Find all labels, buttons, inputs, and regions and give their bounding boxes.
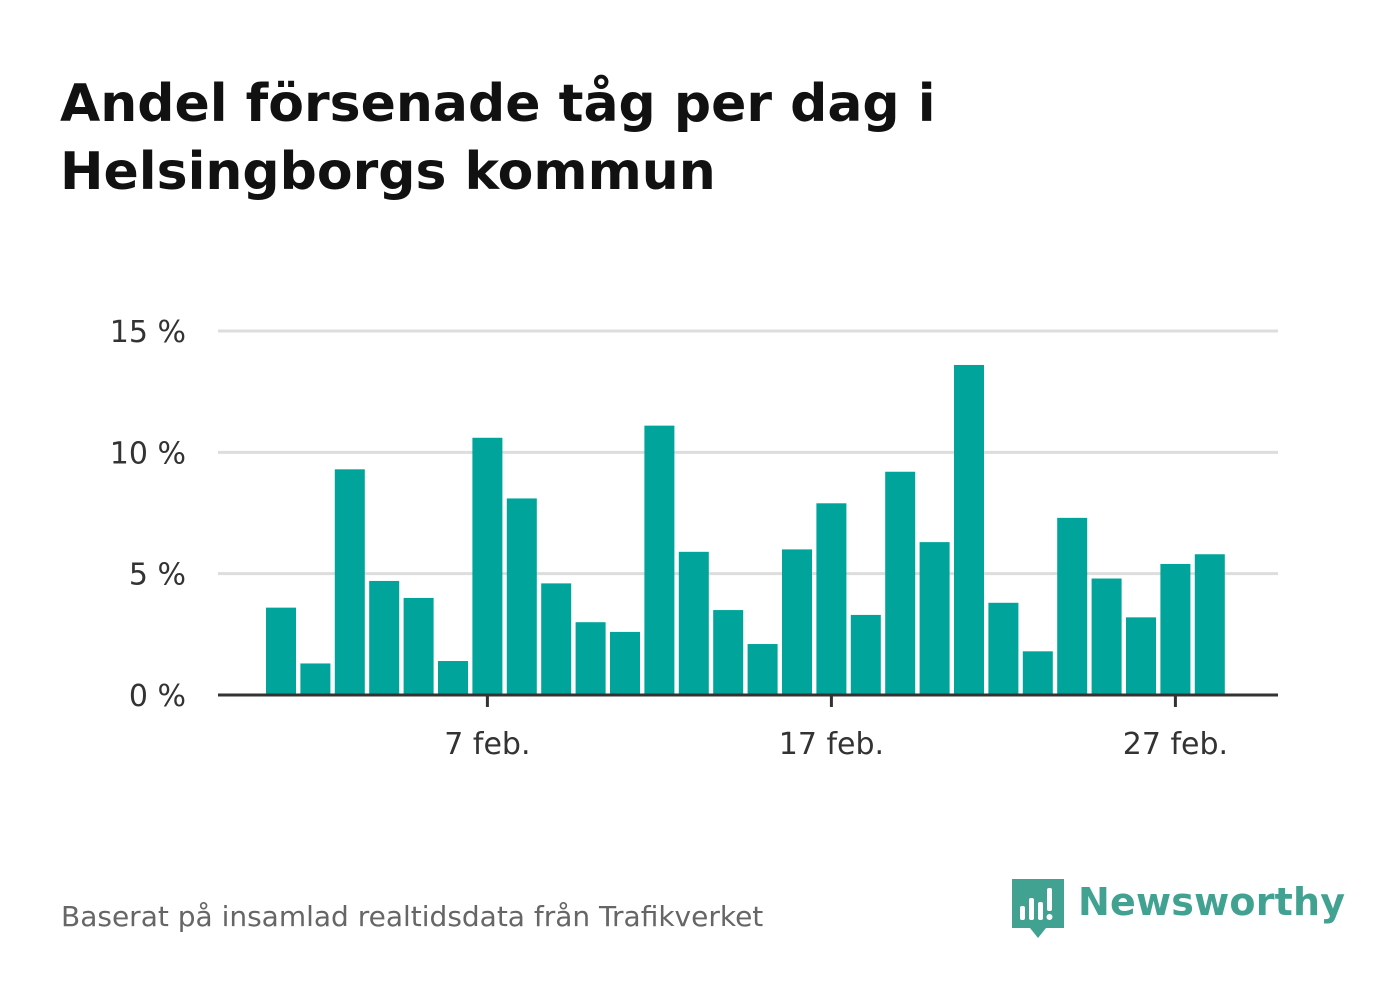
bar [541, 583, 572, 695]
bar [988, 602, 1019, 695]
x-tick-label: 27 feb. [1123, 727, 1228, 762]
bar [403, 597, 434, 695]
bar [919, 542, 950, 695]
bar [334, 469, 365, 695]
x-tick-label: 7 feb. [444, 727, 530, 762]
bar [747, 644, 778, 695]
bar [678, 551, 709, 695]
bar [1022, 651, 1053, 695]
bar [885, 471, 916, 695]
bar [713, 610, 744, 695]
y-tick-label: 15 % [110, 315, 186, 350]
x-axis-ticks: 7 feb. 17 feb. 27 feb. [444, 695, 1228, 762]
gridlines [218, 329, 1278, 576]
bar [506, 498, 537, 695]
brand-name: Newsworthy [1078, 880, 1346, 924]
bar [850, 614, 881, 695]
bar [1057, 517, 1088, 695]
chart-title: Andel försenade tåg per dag i Helsingbor… [60, 74, 936, 202]
bar [266, 607, 296, 695]
bar [369, 580, 400, 695]
bar [300, 663, 331, 695]
chart-bubble-icon [1012, 879, 1064, 938]
bar [782, 549, 812, 695]
y-axis-labels: 0 % 5 % 10 % 15 % [110, 315, 186, 714]
bar [472, 437, 503, 695]
source-note: Baserat på insamlad realtidsdata från Tr… [61, 900, 764, 933]
newsworthy-logo[interactable]: Newsworthy [1008, 876, 1345, 942]
bars [266, 364, 1225, 695]
y-tick-label: 0 % [129, 679, 186, 714]
x-tick-label: 17 feb. [779, 727, 884, 762]
bar [816, 503, 847, 695]
bar [644, 425, 675, 695]
bar [575, 622, 606, 695]
y-tick-label: 10 % [110, 436, 186, 471]
y-tick-label: 5 % [129, 558, 186, 593]
bar [610, 631, 640, 695]
bar [1126, 617, 1156, 695]
bar [438, 661, 468, 695]
bar [1160, 563, 1191, 695]
bar [1194, 554, 1225, 695]
bar [954, 364, 984, 695]
bar [1091, 578, 1122, 695]
